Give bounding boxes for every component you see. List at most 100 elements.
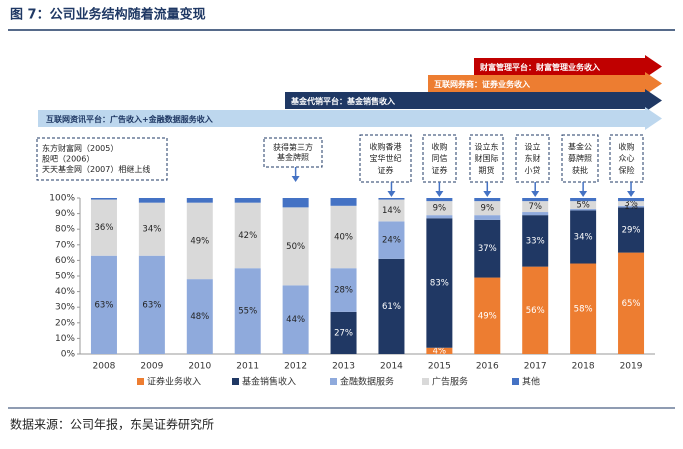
bar-segment: [330, 205, 357, 269]
data-label: 34%: [574, 233, 593, 243]
data-label: 40%: [334, 233, 353, 243]
legend-label: 证券业务收入: [147, 376, 201, 388]
bar-segment: [618, 207, 645, 253]
legend-swatch: [330, 378, 337, 385]
data-label: 56%: [526, 306, 545, 316]
annotation-text: 基金牌照: [277, 152, 309, 162]
y-tick-label: 90%: [55, 209, 75, 219]
platform-label: 互联网资讯平台：广告收入+金融数据服务收入: [46, 114, 213, 124]
data-label: 49%: [478, 311, 497, 321]
data-label: 4%: [433, 346, 447, 356]
annotation-text: 财国际: [475, 153, 499, 163]
bar-segment: [522, 212, 549, 216]
data-label: 48%: [190, 312, 209, 322]
annotation-text: 期货: [479, 165, 495, 175]
data-label: 58%: [574, 304, 593, 314]
legend-swatch: [512, 378, 519, 385]
data-label: 29%: [622, 225, 641, 235]
bar-segment: [90, 255, 117, 354]
bar-segment: [426, 218, 453, 348]
platform-arrow: [428, 72, 662, 95]
y-tick-label: 0%: [61, 350, 76, 360]
bar-segment: [138, 255, 165, 354]
bar-segment: [522, 266, 549, 354]
annotation-box: [263, 137, 323, 168]
annotation-text: 东方财富网（2005）: [42, 143, 118, 153]
bar-segment: [570, 208, 597, 211]
y-tick-label: 100%: [49, 194, 75, 204]
data-label: 65%: [622, 299, 641, 309]
annotation-box: [359, 134, 412, 183]
annotation-text: 小贷: [525, 165, 541, 175]
annotation-text: 获批: [572, 165, 588, 175]
bar-segment: [570, 210, 597, 264]
bar-segment: [330, 311, 357, 354]
bar-segment: [282, 285, 309, 354]
data-label: 63%: [95, 300, 114, 310]
y-tick-label: 10%: [55, 334, 75, 344]
annotation-arrow-head: [483, 191, 492, 197]
annotation-box: [561, 134, 599, 183]
x-tick-label: 2009: [140, 362, 163, 372]
data-label: 7%: [528, 202, 542, 212]
legend-label: 其他: [522, 376, 540, 388]
y-tick-label: 20%: [55, 318, 75, 328]
bar-segment: [234, 268, 261, 354]
bar-segment: [330, 268, 357, 312]
annotation-arrow-head: [435, 191, 444, 197]
x-tick-label: 2012: [284, 362, 307, 372]
y-tick-label: 50%: [55, 272, 75, 282]
y-tick-label: 30%: [55, 303, 75, 313]
bar-segment: [618, 205, 645, 208]
bar-segment: [474, 198, 501, 202]
annotation-text: 收购: [619, 141, 635, 151]
bar-segment: [570, 201, 597, 209]
data-label: 37%: [478, 244, 497, 254]
annotation-text: 证券: [432, 165, 448, 175]
annotation-text: 募牌照: [568, 153, 592, 163]
source: 数据来源：公司年报，东吴证券研究所: [10, 417, 214, 432]
bar-segment: [570, 198, 597, 202]
x-tick-label: 2017: [524, 362, 547, 372]
legend-swatch: [232, 378, 239, 385]
annotation-text: 获得第三方: [273, 142, 313, 152]
data-label: 14%: [382, 206, 401, 216]
bar-segment: [186, 279, 213, 354]
data-label: 28%: [334, 286, 353, 296]
bar-segment: [474, 277, 501, 354]
platform-arrow: [38, 107, 662, 130]
bar-segment: [330, 198, 357, 206]
bar-segment: [186, 202, 213, 280]
legend-label: 基金销售收入: [242, 376, 296, 388]
bar-segment: [618, 201, 645, 206]
bar-segment: [474, 219, 501, 278]
data-label: 50%: [286, 242, 305, 252]
data-label: 61%: [382, 302, 401, 312]
data-label: 36%: [95, 223, 114, 233]
x-tick-label: 2010: [188, 362, 211, 372]
data-label: 24%: [382, 236, 401, 246]
x-tick-label: 2008: [93, 362, 116, 372]
bar-segment: [138, 198, 165, 203]
data-label: 9%: [433, 204, 447, 214]
annotation-text: 收购香港: [370, 141, 402, 151]
data-label: 34%: [142, 225, 161, 235]
annotation-text: 设立: [525, 141, 541, 151]
data-label: 3%: [624, 199, 638, 209]
bar-segment: [426, 198, 453, 202]
y-tick-label: 80%: [55, 225, 75, 235]
bar-segment: [90, 199, 117, 256]
bar-segment: [90, 198, 117, 200]
annotation-box: [515, 134, 550, 183]
x-tick-label: 2013: [332, 362, 355, 372]
data-label: 83%: [430, 279, 449, 289]
annotation-box: [36, 137, 168, 181]
bar-segment: [426, 215, 453, 219]
bar-segment: [522, 215, 549, 267]
annotation-box: [609, 134, 644, 183]
data-label: 1%: [624, 202, 638, 212]
bar-segment: [522, 201, 549, 213]
data-label: 49%: [190, 236, 209, 246]
annotation-text: 基金公: [568, 141, 592, 151]
annotation-arrow-head: [627, 191, 636, 197]
